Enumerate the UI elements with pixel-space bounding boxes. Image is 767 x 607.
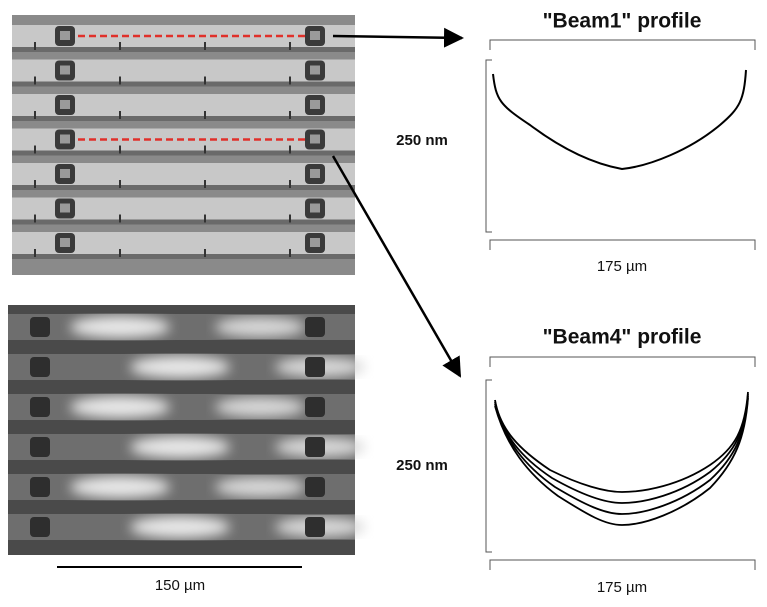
beam-edge <box>12 82 355 87</box>
pad <box>305 517 325 537</box>
fringe <box>70 396 170 418</box>
fringe <box>130 516 230 538</box>
height-label: 250 nm <box>396 457 448 474</box>
pad-inner <box>310 238 320 247</box>
bracket <box>490 560 755 570</box>
profile-curves <box>495 392 748 525</box>
height-label: 250 nm <box>396 132 448 149</box>
pad <box>30 397 50 417</box>
beam-edge <box>12 151 355 156</box>
page: 150 µm "Beam1" profile 250 nm 175 µm "Be… <box>0 0 767 607</box>
pad <box>30 517 50 537</box>
pad <box>30 317 50 337</box>
pad-inner <box>60 31 70 40</box>
fringe <box>70 316 170 338</box>
panel-title: "Beam4" profile <box>543 326 702 349</box>
pad-inner <box>60 135 70 144</box>
pad-inner <box>310 100 320 109</box>
width-label: 175 µm <box>597 579 647 596</box>
fringe <box>215 317 305 337</box>
pad-inner <box>60 169 70 178</box>
figure: 150 µm "Beam1" profile 250 nm 175 µm "Be… <box>0 0 767 602</box>
pad-inner <box>60 100 70 109</box>
pad <box>305 317 325 337</box>
pad <box>305 437 325 457</box>
pad-inner <box>310 135 320 144</box>
fringe <box>215 477 305 497</box>
width-label: 175 µm <box>597 258 647 275</box>
fringe <box>215 397 305 417</box>
beam-edge <box>12 185 355 190</box>
pad-inner <box>310 169 320 178</box>
pad <box>305 357 325 377</box>
beam-edge <box>12 254 355 259</box>
beam-edge <box>12 220 355 225</box>
pad <box>30 437 50 457</box>
bracket <box>490 40 755 50</box>
profile-curve <box>493 70 746 169</box>
fringe <box>130 436 230 458</box>
micrograph-top <box>12 15 355 275</box>
beam-edge <box>12 116 355 121</box>
pad-inner <box>310 66 320 75</box>
fringe <box>70 476 170 498</box>
pad <box>30 477 50 497</box>
pad <box>30 357 50 377</box>
pad-inner <box>310 204 320 213</box>
bracket <box>490 357 755 367</box>
pad <box>305 477 325 497</box>
profile-panel: "Beam1" profile 250 nm 175 µm <box>396 10 755 275</box>
panel-title: "Beam1" profile <box>543 10 702 33</box>
pad-inner <box>60 204 70 213</box>
beam-edge <box>12 47 355 52</box>
bracket <box>486 380 492 552</box>
scale-bar-label: 150 µm <box>155 577 205 594</box>
bracket <box>486 60 492 232</box>
pad-inner <box>60 66 70 75</box>
bracket <box>490 240 755 250</box>
micrograph-bottom <box>8 305 365 555</box>
fringe <box>130 356 230 378</box>
pad-inner <box>60 238 70 247</box>
profile-panel: "Beam4" profile 250 nm 175 µm <box>396 326 755 596</box>
pad <box>305 397 325 417</box>
pad-inner <box>310 31 320 40</box>
